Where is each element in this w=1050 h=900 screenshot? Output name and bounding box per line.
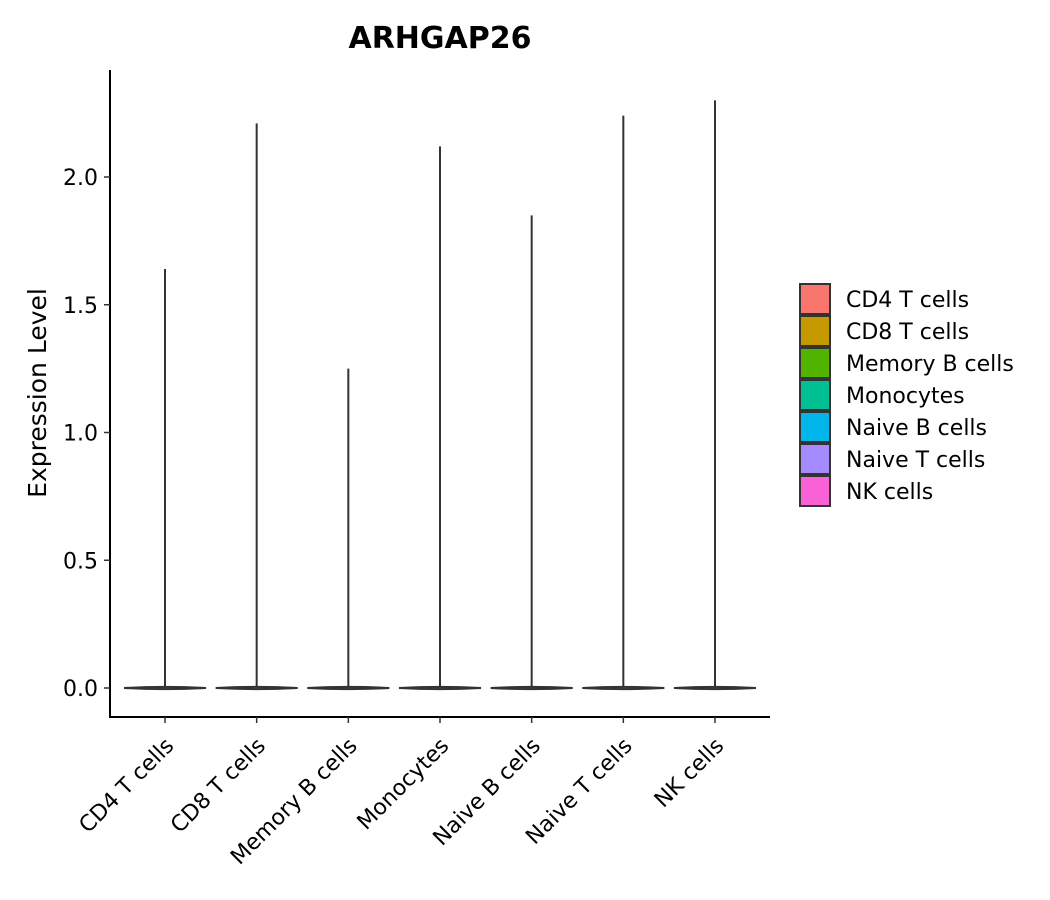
legend-swatch — [799, 443, 831, 475]
legend-item: CD8 T cells — [799, 315, 969, 347]
y-axis-ticks: 0.0 0.5 1.0 1.5 2.0 — [63, 166, 110, 702]
legend-label: Naive T cells — [846, 448, 985, 473]
legend-label: NK cells — [846, 480, 933, 505]
legend-swatch — [799, 315, 831, 347]
legend-item: CD4 T cells — [799, 283, 969, 315]
legend-label: Naive B cells — [846, 416, 987, 441]
x-tick-label: CD4 T cells — [75, 734, 180, 839]
legend-swatch — [799, 411, 831, 443]
legend-swatch — [799, 379, 831, 411]
violin-naive-b-cells — [490, 215, 573, 691]
legend-swatch — [799, 475, 831, 507]
legend-swatch — [799, 347, 831, 379]
legend-item: Memory B cells — [799, 347, 1014, 379]
violin-cd4-t-cells — [123, 268, 207, 691]
legend-item: NK cells — [799, 475, 933, 507]
y-tick-label: 0.5 — [63, 549, 98, 574]
violin-monocytes — [398, 146, 482, 691]
chart-title: ARHGAP26 — [348, 21, 531, 56]
violin-cd8-t-cells — [215, 123, 298, 691]
legend-label: Monocytes — [846, 384, 965, 409]
violin-body — [307, 685, 390, 691]
x-tick-label: Monocytes — [353, 734, 455, 836]
y-tick-label: 1.5 — [63, 294, 98, 319]
violin-nk-cells — [673, 100, 757, 691]
violin-memory-b-cells — [307, 368, 390, 691]
violin-body — [673, 685, 757, 691]
legend-item: Naive T cells — [799, 443, 985, 475]
legend: CD4 T cells CD8 T cells Memory B cells Mono… — [799, 283, 1014, 507]
legend-swatch — [799, 283, 831, 315]
y-tick-label: 1.0 — [63, 422, 98, 447]
violin-body — [123, 685, 207, 691]
y-tick-label: 0.0 — [63, 677, 98, 702]
plot-area — [123, 100, 757, 691]
violin-body — [582, 685, 665, 691]
violin-naive-t-cells — [582, 115, 665, 691]
y-axis-title: Expression Level — [23, 288, 52, 498]
y-tick-label: 2.0 — [63, 166, 98, 191]
legend-item: Naive B cells — [799, 411, 987, 443]
violin-body — [398, 685, 482, 691]
legend-label: CD8 T cells — [846, 320, 969, 345]
legend-label: CD4 T cells — [846, 288, 969, 313]
violin-body — [490, 685, 573, 691]
violin-body — [215, 685, 298, 691]
legend-item: Monocytes — [799, 379, 965, 411]
x-tick-label: NK cells — [650, 734, 729, 813]
legend-label: Memory B cells — [846, 352, 1014, 377]
